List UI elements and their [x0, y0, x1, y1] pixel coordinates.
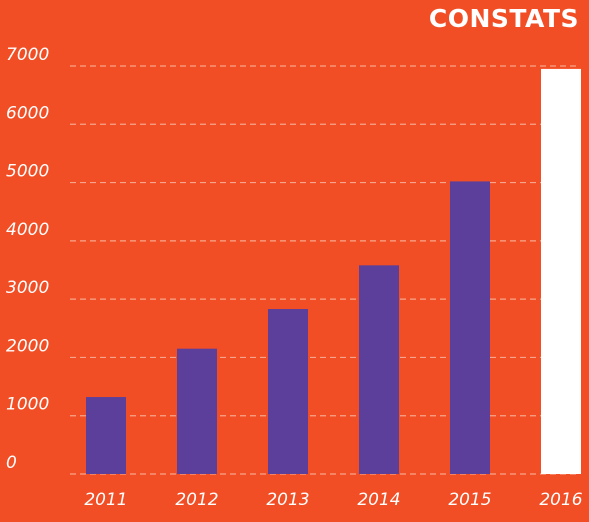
- y-tick-label-3000: 3000: [6, 278, 49, 298]
- y-tick-label-2000: 2000: [6, 336, 49, 356]
- chart-title: CONSTATS: [428, 4, 579, 33]
- y-tick-label-0: 0: [6, 453, 17, 473]
- bar-2016: [541, 68, 581, 475]
- x-tick-label-2011: 2011: [84, 490, 127, 510]
- bar-2012: [177, 348, 217, 474]
- bar-2013: [268, 309, 308, 474]
- y-tick-label-4000: 4000: [6, 220, 49, 240]
- y-tick-label-6000: 6000: [6, 103, 49, 123]
- x-tick-label-2014: 2014: [357, 490, 400, 510]
- x-tick-label-2016: 2016: [539, 490, 582, 510]
- x-tick-label-2013: 2013: [266, 490, 309, 510]
- y-tick-label-7000: 7000: [6, 45, 49, 65]
- y-tick-label-5000: 5000: [6, 162, 49, 182]
- bar-2015: [450, 181, 490, 475]
- x-tick-label-2012: 2012: [175, 490, 218, 510]
- bar-2014: [359, 265, 399, 474]
- bar-2011: [86, 397, 126, 474]
- y-tick-label-1000: 1000: [6, 395, 49, 415]
- x-tick-label-2015: 2015: [448, 490, 491, 510]
